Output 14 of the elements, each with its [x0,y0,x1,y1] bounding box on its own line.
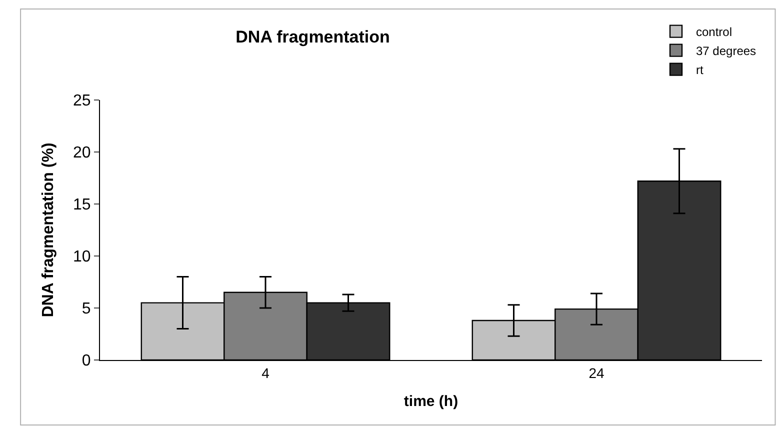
x-tick-label: 4 [262,364,270,381]
x-tick-label: 24 [588,364,604,381]
y-tick-label: 0 [82,352,91,370]
y-axis-title: DNA fragmentation (%) [40,142,57,318]
y-tick-label: 10 [73,248,91,266]
legend-label: control [696,24,732,39]
chart-title: DNA fragmentation [236,27,390,46]
y-tick-label: 15 [73,196,91,214]
y-tick-label: 20 [73,144,91,162]
legend-label: rt [696,62,704,77]
y-tick-label: 5 [82,300,91,318]
x-axis-title: time (h) [404,392,458,410]
y-tick-label: 25 [73,92,91,110]
legend-label: 37 degrees [696,44,756,58]
